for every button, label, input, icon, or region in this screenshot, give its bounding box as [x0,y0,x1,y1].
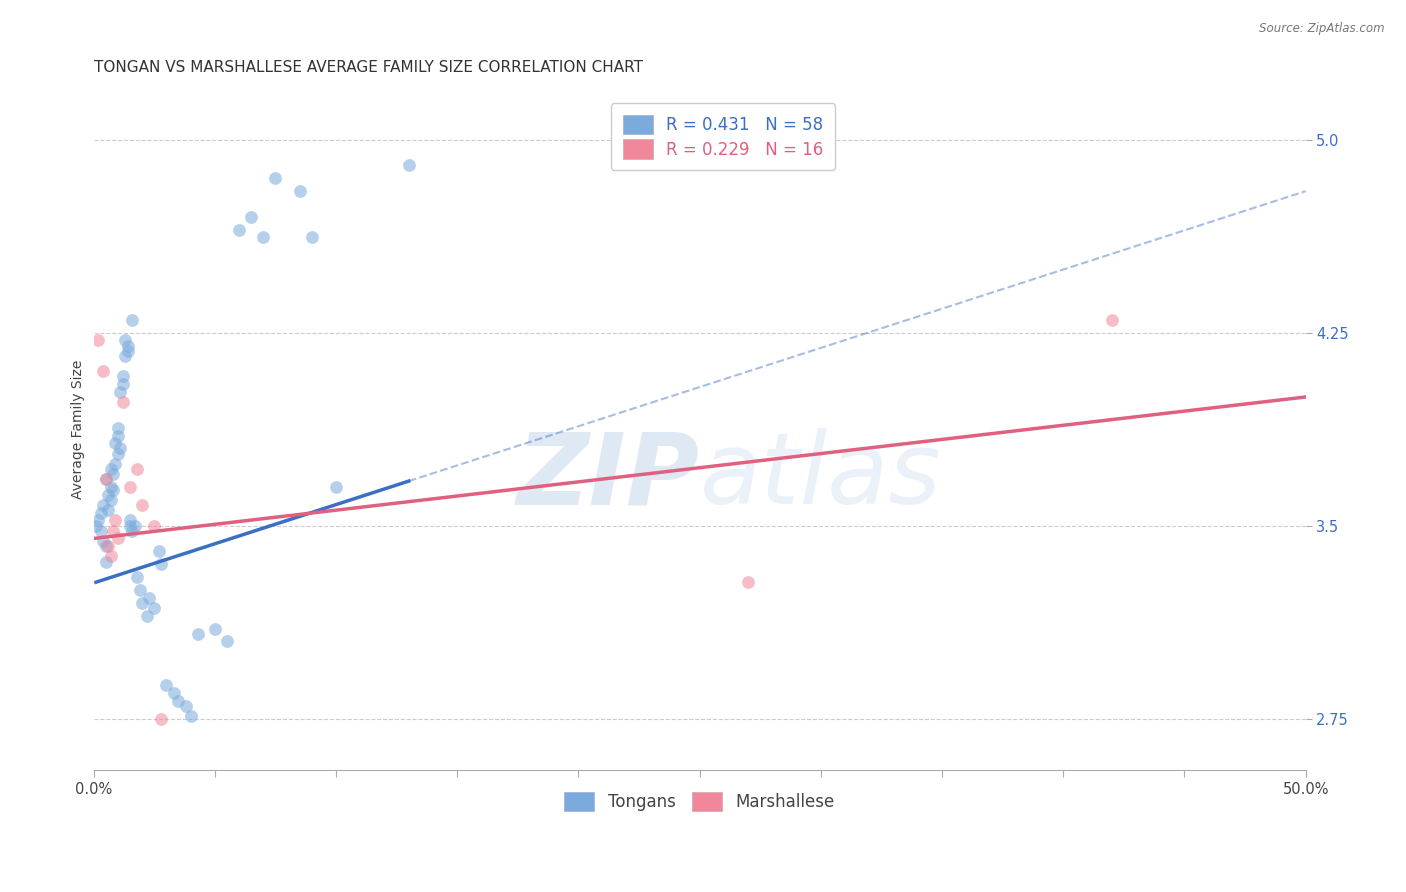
Point [174,698,197,713]
Point [187,626,209,640]
Point [264,171,287,186]
Text: TONGAN VS MARSHALLESE AVERAGE FAMILY SIZE CORRELATION CHART: TONGAN VS MARSHALLESE AVERAGE FAMILY SIZ… [94,60,643,75]
Point [118,513,141,527]
Point [84,518,107,533]
Text: Source: ZipAtlas.com: Source: ZipAtlas.com [1260,22,1385,36]
Point [301,230,323,244]
Point [143,601,166,615]
Point [91,498,114,512]
Point [91,364,114,378]
Point [107,532,129,546]
Point [215,634,238,648]
Point [131,596,153,610]
Y-axis label: Average Family Size: Average Family Size [72,359,86,499]
Point [1101,313,1123,327]
Point [124,518,146,533]
Point [325,480,347,494]
Point [148,544,170,558]
Point [131,498,153,512]
Point [91,534,114,549]
Point [100,549,122,564]
Point [94,539,117,553]
Point [737,575,759,590]
Point [111,377,134,392]
Point [204,622,226,636]
Point [127,462,149,476]
Point [90,524,112,538]
Point [104,436,127,450]
Point [138,591,160,605]
Point [90,506,112,520]
Point [117,338,139,352]
Point [104,457,127,471]
Point [143,518,166,533]
Point [94,472,117,486]
Text: atlas: atlas [700,428,941,525]
Point [180,709,202,723]
Point [97,488,120,502]
Point [101,483,124,497]
Point [101,467,124,482]
Point [87,334,110,348]
Point [398,158,420,172]
Point [110,384,132,399]
Point [121,313,143,327]
Point [162,686,184,700]
Point [121,524,143,538]
Point [240,210,263,224]
Point [107,428,129,442]
Point [87,513,110,527]
Point [100,492,122,507]
Text: ZIP: ZIP [516,428,700,525]
Point [118,518,141,533]
Point [114,349,136,363]
Point [127,570,149,584]
Point [288,184,311,198]
Point [252,230,274,244]
Point [94,555,117,569]
Point [114,334,136,348]
Point [97,503,120,517]
Point [107,446,129,460]
Point [94,472,117,486]
Point [228,223,250,237]
Point [155,678,177,692]
Point [135,608,157,623]
Point [118,480,141,494]
Point [104,513,127,527]
Point [117,343,139,358]
Point [101,524,124,538]
Legend: Tongans, Marshallese: Tongans, Marshallese [553,780,846,823]
Point [111,395,134,409]
Point [150,712,173,726]
Point [111,369,134,384]
Point [110,442,132,456]
Point [167,693,190,707]
Point [107,421,129,435]
Point [97,539,120,553]
Point [100,462,122,476]
Point [150,558,173,572]
Point [100,480,122,494]
Point [128,582,150,597]
